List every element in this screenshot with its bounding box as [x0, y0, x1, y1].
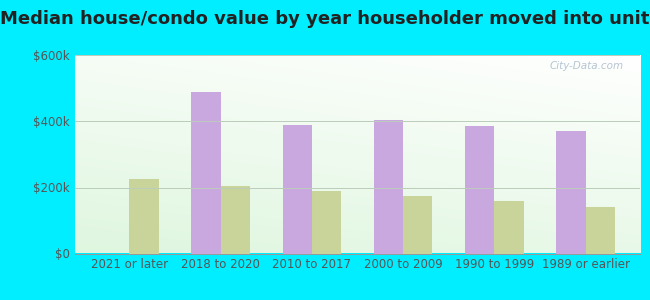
Bar	[374, 120, 403, 254]
Bar	[586, 207, 615, 254]
Bar	[283, 125, 312, 254]
Bar	[403, 196, 432, 253]
Bar	[494, 201, 523, 254]
Bar	[465, 126, 494, 254]
Bar	[129, 179, 159, 254]
Bar	[221, 186, 250, 254]
Text: City-Data.com: City-Data.com	[549, 61, 623, 71]
Bar	[312, 191, 341, 254]
Bar	[556, 131, 586, 254]
Bar	[192, 92, 221, 254]
Text: Median house/condo value by year householder moved into unit: Median house/condo value by year househo…	[0, 11, 650, 28]
